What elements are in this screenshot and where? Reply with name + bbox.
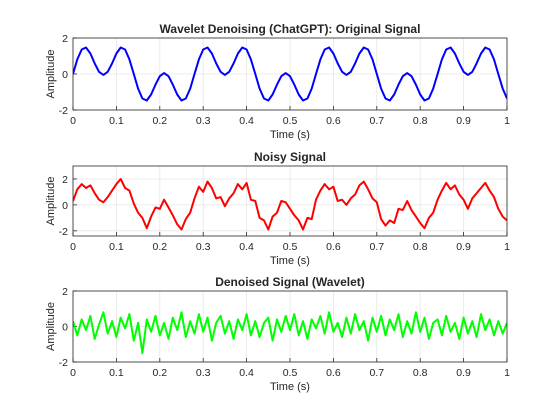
x-tick-label: 0.8 — [413, 367, 428, 379]
subplot-3: 0 0.1 0.2 0.3 0.4 0.5 0.6 0.7 0.8 0.9 1-202Denoise… — [45, 275, 510, 393]
y-tick-label: 0 — [62, 69, 68, 81]
x-tick-label: 0.2 — [152, 367, 167, 379]
x-axis-label: Time (s) — [270, 255, 310, 267]
series-line — [73, 178, 507, 231]
y-tick-label: -2 — [59, 226, 68, 238]
x-tick-label: 1 — [504, 115, 510, 127]
y-axis-label: Amplitude — [45, 50, 57, 99]
x-tick-label: 0 — [70, 241, 76, 253]
x-tick-label: 1 — [504, 367, 510, 379]
x-tick-label: 0.4 — [239, 241, 254, 253]
y-tick-label: 2 — [62, 33, 68, 45]
x-tick-label: 0.2 — [152, 241, 167, 253]
x-tick-label: 0.8 — [413, 241, 428, 253]
x-tick-label: 0.1 — [109, 367, 124, 379]
x-tick-label: 0.4 — [239, 115, 254, 127]
x-tick-label: 0.7 — [369, 367, 384, 379]
x-tick-label: 0.5 — [283, 241, 298, 253]
y-tick-label: 2 — [62, 286, 68, 298]
chart-title: Denoised Signal (Wavelet) — [215, 275, 365, 289]
y-tick-label: 0 — [62, 200, 68, 212]
x-tick-label: 0.6 — [326, 367, 341, 379]
x-tick-label: 1 — [504, 241, 510, 253]
x-tick-label: 0.4 — [239, 367, 254, 379]
x-tick-label: 0 — [70, 367, 76, 379]
y-tick-label: -2 — [59, 357, 68, 369]
x-axis-label: Time (s) — [270, 381, 310, 393]
chart-title: Wavelet Denoising (ChatGPT): Original Si… — [160, 22, 421, 36]
x-tick-label: 0.6 — [326, 241, 341, 253]
series-line — [73, 311, 507, 355]
y-axis-label: Amplitude — [45, 177, 57, 226]
x-tick-label: 0.7 — [369, 241, 384, 253]
y-tick-label: 0 — [62, 322, 68, 334]
x-tick-label: 0.3 — [196, 241, 211, 253]
chart-title: Noisy Signal — [254, 150, 326, 164]
x-tick-label: 0.2 — [152, 115, 167, 127]
x-tick-label: 0.3 — [196, 367, 211, 379]
x-tick-label: 0.8 — [413, 115, 428, 127]
axes-box — [72, 290, 508, 363]
x-tick-label: 0.5 — [283, 367, 298, 379]
x-tick-label: 0.7 — [369, 115, 384, 127]
y-axis-label: Amplitude — [45, 302, 57, 351]
axes-box — [72, 165, 508, 237]
x-tick-label: 0.9 — [456, 241, 471, 253]
x-tick-label: 0.1 — [109, 115, 124, 127]
x-axis-label: Time (s) — [270, 129, 310, 141]
x-tick-label: 0.3 — [196, 115, 211, 127]
y-tick-label: -2 — [59, 105, 68, 117]
series-line — [73, 46, 507, 102]
axes-box — [72, 37, 508, 111]
subplot-1: 0 0.1 0.2 0.3 0.4 0.5 0.6 0.7 0.8 0.9 1-202Wavelet… — [45, 22, 510, 141]
y-tick-label: 2 — [62, 174, 68, 186]
x-tick-label: 0.6 — [326, 115, 341, 127]
x-tick-label: 0.1 — [109, 241, 124, 253]
x-tick-label: 0.9 — [456, 115, 471, 127]
x-tick-label: 0 — [70, 115, 76, 127]
x-tick-label: 0.9 — [456, 367, 471, 379]
x-tick-label: 0.5 — [283, 115, 298, 127]
